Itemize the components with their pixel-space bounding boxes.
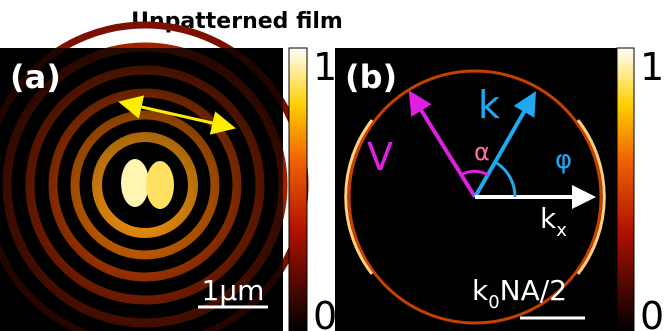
colorbar: [289, 48, 307, 331]
colorbar: [617, 48, 634, 331]
scale-bar-label: 0: [488, 292, 499, 313]
panel-label: (a): [10, 58, 61, 96]
annotation: k: [478, 83, 500, 127]
colorbar-tick: 0: [640, 294, 664, 331]
scale-bar-label: NA/2: [500, 274, 567, 307]
annotation: α: [474, 138, 490, 166]
colorbar-tick: 1: [640, 45, 664, 89]
annotation: x: [556, 220, 567, 241]
colorbar-tick: 1: [313, 45, 337, 89]
scale-bar-label: k: [472, 274, 489, 307]
panel-b: (b) V k α φ kx k0NA/2 1 0: [335, 45, 664, 331]
colorbar-tick: 0: [313, 294, 337, 331]
annotation: V: [367, 135, 393, 179]
panel-a: (a) 1µm 1 0: [0, 25, 337, 331]
title: Unpatterned film: [131, 9, 343, 34]
panel-label: (b): [345, 58, 397, 96]
center-lobe: [121, 159, 149, 207]
figure: Unpatterned film (a) 1µm 1 0 (b: [0, 0, 669, 331]
scale-bar-label: 1µm: [202, 274, 265, 307]
center-lobe: [146, 161, 174, 209]
annotation: φ: [555, 145, 572, 175]
annotation: k: [540, 202, 557, 235]
